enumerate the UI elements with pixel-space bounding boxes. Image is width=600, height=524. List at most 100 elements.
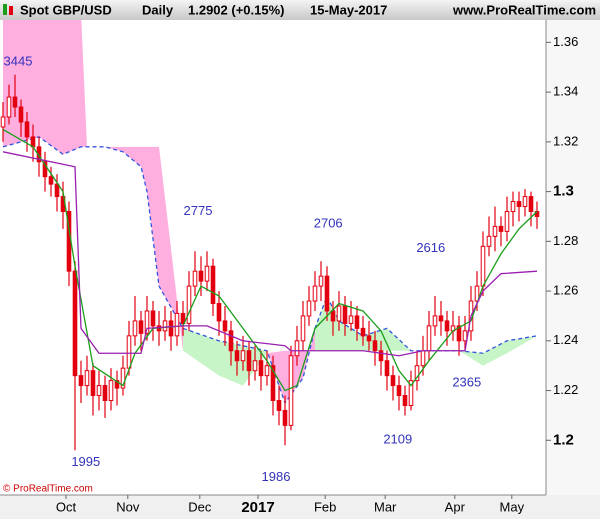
header-bar — [0, 0, 600, 20]
cloud-segment — [147, 146, 159, 287]
candle-body — [408, 380, 414, 406]
candle-body — [24, 121, 30, 138]
candle-body — [72, 270, 78, 377]
candle-body — [330, 310, 336, 322]
candle-body — [162, 320, 168, 332]
cloud-segment — [81, 20, 87, 147]
annotation: 3445 — [4, 54, 33, 69]
candle-body — [396, 385, 402, 397]
x-tick-label: Oct — [56, 499, 77, 514]
annotation: 2109 — [383, 432, 412, 447]
candle-body — [246, 350, 252, 372]
y-tick-label: 1.3 — [553, 183, 574, 200]
y-tick-label: 1.26 — [553, 283, 578, 298]
candle-body — [6, 96, 12, 118]
candle-body — [528, 196, 534, 212]
plot-area — [0, 20, 540, 451]
candle-body — [180, 312, 186, 324]
candle-body — [90, 370, 96, 397]
x-tick-label: Nov — [116, 499, 140, 514]
candle-body — [48, 176, 54, 185]
candle-body — [324, 275, 330, 312]
candle-body — [108, 380, 114, 401]
cloud-segment — [39, 20, 63, 155]
candle-body — [126, 335, 132, 369]
cloud-segment — [315, 296, 327, 351]
candle-body — [234, 350, 240, 362]
cloud-segment — [3, 20, 21, 147]
candle-body — [42, 161, 48, 178]
y-tick-label: 1.2 — [553, 431, 574, 448]
x-tick-label: Dec — [188, 499, 212, 514]
candle-body — [342, 305, 348, 324]
candle-body — [144, 310, 150, 334]
candle-body — [510, 201, 516, 212]
candle-body — [198, 270, 204, 282]
candle-body — [210, 265, 216, 305]
candle-body — [36, 146, 42, 163]
candle-body — [522, 196, 528, 208]
x-axis-area — [0, 495, 600, 519]
y-axis-area — [546, 20, 600, 519]
candle-body — [432, 315, 438, 327]
candle-body — [498, 225, 504, 232]
x-tick-label: Feb — [314, 499, 336, 514]
annotation: 2365 — [452, 375, 481, 390]
header-site: www.ProRealTime.com — [452, 2, 596, 17]
candle-body — [516, 201, 522, 208]
candle-body — [84, 370, 90, 387]
candle-body — [474, 285, 480, 302]
candle-body — [30, 136, 36, 148]
x-tick-label: 2017 — [241, 499, 274, 516]
cloud-segment — [21, 20, 39, 142]
candle-body — [288, 355, 294, 426]
candle-body — [228, 330, 234, 352]
candle-body — [300, 315, 306, 342]
candle-body — [336, 305, 342, 322]
header-title: Spot GBP/USD — [20, 2, 112, 17]
tenkan-line — [2, 128, 538, 392]
candle-body — [168, 320, 174, 337]
candle-body — [174, 312, 180, 337]
candle-body — [462, 330, 468, 342]
candle-body — [264, 365, 270, 377]
cloud-segment — [183, 328, 219, 376]
candle-body — [222, 320, 228, 332]
header-icon — [3, 4, 7, 15]
candle-body — [204, 265, 210, 282]
candle-body — [444, 320, 450, 332]
candle-body — [282, 409, 288, 426]
y-tick-label: 1.22 — [553, 382, 578, 397]
header-date: 15-May-2017 — [310, 2, 387, 17]
cloud-segment — [141, 146, 147, 192]
candle-body — [492, 225, 498, 237]
cloud-segment — [483, 340, 507, 366]
candle-body — [120, 367, 126, 389]
candle-body — [480, 245, 486, 287]
candle-body — [414, 365, 420, 382]
candle-body — [402, 395, 408, 406]
y-tick-label: 1.34 — [553, 84, 578, 99]
candle-body — [270, 365, 276, 401]
candle-body — [354, 315, 360, 329]
candle-body — [366, 335, 372, 342]
cloud-segment — [123, 146, 141, 167]
candle-body — [312, 285, 318, 302]
candle-body — [12, 96, 18, 108]
y-tick-label: 1.28 — [553, 233, 578, 248]
candle-body — [18, 106, 24, 123]
candle-body — [390, 375, 396, 387]
candle-body — [132, 320, 138, 337]
candle-body — [258, 360, 264, 377]
candle-body — [216, 303, 222, 322]
annotation: 1986 — [262, 469, 291, 484]
y-tick-label: 1.36 — [553, 34, 578, 49]
candle-body — [360, 327, 366, 337]
candle-body — [438, 315, 444, 322]
candle-body — [114, 380, 120, 389]
header-price: 1.2902 (+0.15%) — [188, 2, 284, 17]
candle-body — [504, 210, 510, 232]
candle-body — [138, 320, 144, 334]
candle-body — [186, 285, 192, 324]
